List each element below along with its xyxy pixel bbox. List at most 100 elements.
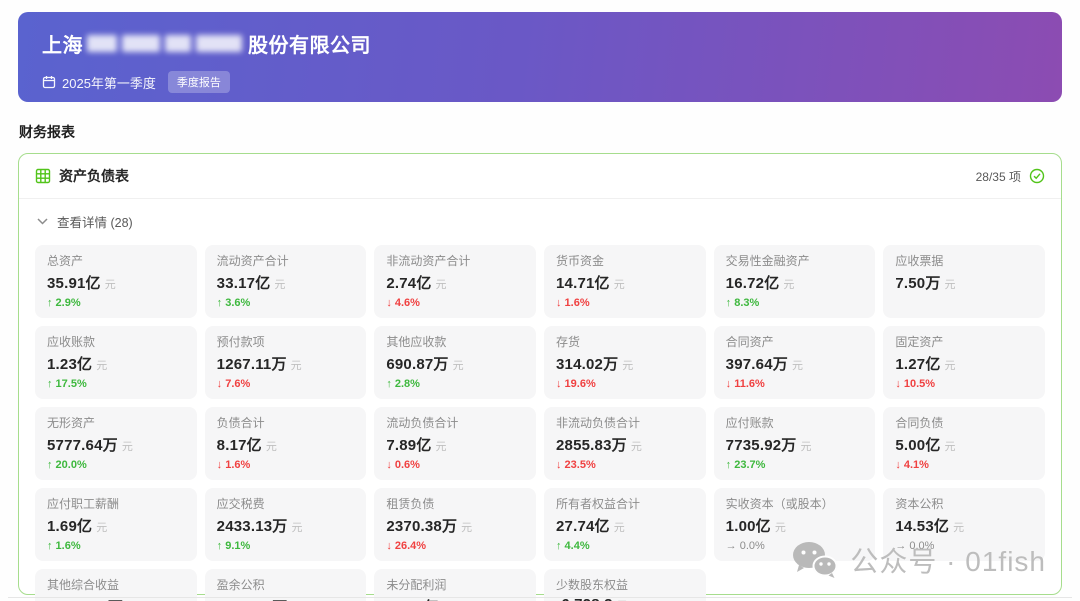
metric-card: 其他应收款 690.87万元 ↑ 2.8% <box>374 326 536 399</box>
metric-unit: 元 <box>290 360 302 372</box>
metric-card: 实收资本（或股本） 1.00亿元 → 0.0% <box>713 488 876 561</box>
metric-change: ↑ 2.8% <box>386 378 420 390</box>
metrics-grid: 总资产 35.91亿元 ↑ 2.9% 流动资产合计 33.17亿元 ↑ 3.6% 非流动资产… <box>19 236 1061 601</box>
metric-value: 14.71亿 <box>556 275 610 292</box>
metric-unit: 元 <box>96 360 108 372</box>
metric-value: 397.64万 <box>725 356 788 373</box>
metric-unit: 元 <box>774 522 786 534</box>
metric-label: 所有者权益合计 <box>556 497 641 511</box>
metric-change: ↓ 19.6% <box>556 378 596 390</box>
metric-value: 35.91亿 <box>47 275 101 292</box>
metric-change: ↑ 23.7% <box>725 459 766 471</box>
view-details-label[interactable]: 查看详情 (28) <box>57 216 133 230</box>
metric-unit: 元 <box>630 441 642 453</box>
chevron-down-icon[interactable] <box>37 218 48 225</box>
metric-unit: 元 <box>791 360 803 372</box>
metric-card: 其他综合收益-1031.62万元↑ 0.7% <box>35 569 197 601</box>
metric-value: 1.00亿 <box>725 518 771 535</box>
metric-card: 合同资产 397.64万元 ↓ 11.6% <box>713 326 876 399</box>
metric-unit: 元 <box>944 360 956 372</box>
metric-label: 其他应收款 <box>386 335 447 349</box>
metric-label: 预付款项 <box>216 335 265 349</box>
metric-unit: 元 <box>613 279 625 291</box>
metric-change: → 0.0% <box>725 540 765 552</box>
metric-change: ↓ 7.6% <box>216 378 251 390</box>
metric-card: 无形资产 5777.64万元 ↑ 20.0% <box>35 407 197 480</box>
view-details-toggle[interactable]: 查看详情 (28) <box>19 199 1061 236</box>
bottom-divider <box>8 597 1072 598</box>
metric-card: 资本公积 14.53亿元 → 0.0% <box>883 488 1045 561</box>
metric-value: 2.74亿 <box>386 275 432 292</box>
metric-change: ↓ 23.5% <box>556 459 596 471</box>
metric-label: 非流动资产合计 <box>386 254 471 268</box>
metric-card: 固定资产 1.27亿元 ↓ 10.5% <box>883 326 1045 399</box>
metric-value: 14.53亿 <box>895 518 950 535</box>
metric-value: 5.00亿 <box>895 437 941 454</box>
metric-value: 7.50万 <box>895 275 941 292</box>
metric-change: ↑ 17.5% <box>47 378 87 390</box>
metric-unit: 元 <box>944 441 956 453</box>
metric-change: ↑ 2.9% <box>47 297 81 309</box>
metric-card: 应收票据 7.50万元 <box>883 245 1045 318</box>
metric-unit: 元 <box>435 279 447 291</box>
metric-label: 流动负债合计 <box>386 416 459 430</box>
metric-unit: 元 <box>104 279 116 291</box>
metric-change: → 0.0% <box>895 540 935 552</box>
metric-label: 合同资产 <box>725 335 774 349</box>
metric-unit: 元 <box>953 522 965 534</box>
metric-value: 8.17亿 <box>216 437 262 454</box>
metric-card: 非流动资产合计 2.74亿元 ↓ 4.6% <box>374 245 536 318</box>
metric-label: 盈余公积 <box>216 578 265 592</box>
metric-label: 固定资产 <box>895 335 944 349</box>
metric-label: 总资产 <box>47 254 84 268</box>
metric-label: 应收票据 <box>895 254 944 268</box>
metric-unit: 元 <box>121 441 133 453</box>
metric-change: ↓ 4.1% <box>895 459 929 471</box>
metric-label: 交易性金融资产 <box>725 254 810 268</box>
report-type-badge: 季度报告 <box>167 71 230 93</box>
metric-change: ↓ 26.4% <box>386 540 427 552</box>
metric-change: ↓ 1.6% <box>216 459 251 471</box>
metric-label: 资本公积 <box>895 497 944 511</box>
metric-card: 负债合计 8.17亿元 ↓ 1.6% <box>204 407 367 480</box>
metric-card: 应付职工薪酬 1.69亿元 ↑ 1.6% <box>35 488 197 561</box>
metric-card: 租赁负债 2370.38万元 ↓ 26.4% <box>374 488 536 561</box>
balance-sheet-title: 资产负债表 <box>59 168 129 184</box>
calendar-icon <box>42 75 56 89</box>
metric-value: 16.72亿 <box>725 275 780 292</box>
metric-change: ↑ 3.6% <box>216 297 251 309</box>
metric-value: 27.74亿 <box>556 518 610 535</box>
metric-value: -1031.62万 <box>47 596 123 601</box>
metric-card: 交易性金融资产 16.72亿元 ↑ 8.3% <box>713 245 876 318</box>
metric-change: ↑ 9.1% <box>216 540 251 552</box>
metric-label: 非流动负债合计 <box>556 416 641 430</box>
metric-card: 应交税费 2433.13万元 ↑ 9.1% <box>204 488 367 561</box>
metric-value: 2370.38万 <box>386 518 458 535</box>
company-title-suffix: 股份有限公司 <box>248 35 371 57</box>
table-grid-icon <box>35 168 51 184</box>
metric-value: 33.17亿 <box>216 275 271 292</box>
metric-card: 流动资产合计 33.17亿元 ↑ 3.6% <box>204 245 367 318</box>
metric-label: 应付账款 <box>725 416 774 430</box>
redacted-company-name <box>87 35 242 52</box>
metric-label: 实收资本（或股本） <box>725 497 834 511</box>
metric-label: 未分配利润 <box>386 578 447 592</box>
metric-label: 应收账款 <box>47 335 96 349</box>
metric-change: ↓ 1.6% <box>556 297 590 309</box>
metric-value: 314.02万 <box>556 356 619 373</box>
company-title: 上海 股份有限公司 <box>42 29 1038 58</box>
metric-unit: 元 <box>291 522 303 534</box>
metric-card: 预付款项 1267.11万元 ↓ 7.6% <box>204 326 367 399</box>
metric-value: 2855.83万 <box>556 437 627 454</box>
metric-label: 流动资产合计 <box>216 254 289 268</box>
metric-change: ↑ 20.0% <box>47 459 87 471</box>
balance-sheet-header: 资产负债表 28/35 项 <box>19 154 1061 199</box>
metric-card: 未分配利润11.81亿元↑ 10.9% <box>374 569 536 601</box>
metric-unit: 元 <box>800 441 812 453</box>
metric-unit: 元 <box>96 522 108 534</box>
items-count: 28/35 项 <box>975 169 1021 184</box>
metric-unit: 元 <box>613 522 625 534</box>
metric-label: 其他综合收益 <box>47 578 120 592</box>
metric-card: 应收账款 1.23亿元 ↑ 17.5% <box>35 326 197 399</box>
